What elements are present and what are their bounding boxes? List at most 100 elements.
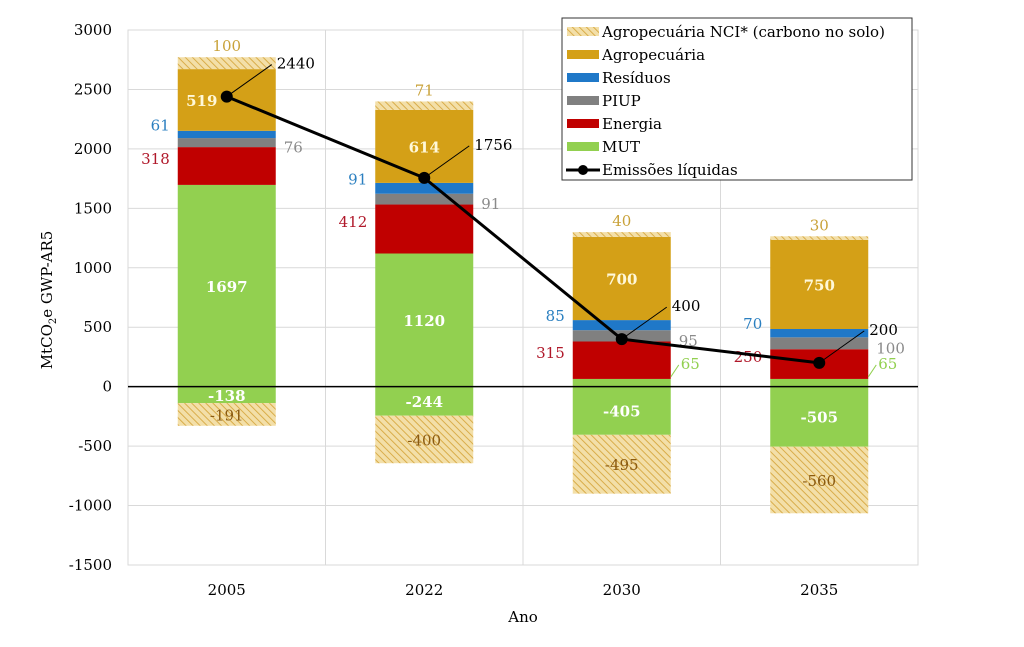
bar-segment (572, 378, 671, 387)
bar-segment-negative (177, 403, 276, 426)
data-label: 1120 (403, 312, 445, 330)
legend-marker (578, 165, 588, 175)
x-tick-label: 2030 (603, 581, 641, 599)
y-tick-label: -500 (78, 437, 112, 455)
data-label: 100 (212, 37, 241, 55)
data-label: 250 (734, 348, 763, 366)
y-tick-label: 1000 (74, 259, 112, 277)
bar-segment (770, 329, 869, 338)
legend-swatch (567, 96, 599, 105)
data-label: 65 (878, 355, 897, 373)
bar-segment (375, 253, 474, 387)
data-label-negative: -138 (208, 387, 246, 405)
data-label: 85 (546, 307, 565, 325)
leader-line (621, 306, 668, 340)
bar-segment-negative (375, 415, 474, 464)
y-axis-label-part: 2 (48, 318, 59, 324)
data-label: 91 (481, 195, 500, 213)
bar-segment (375, 204, 474, 254)
data-label: 315 (536, 344, 565, 362)
data-label: 30 (810, 216, 829, 234)
net-emissions-label: 400 (672, 297, 701, 315)
y-tick-label: 2000 (74, 140, 112, 158)
y-axis-label-part: e GWP-AR5 (38, 231, 56, 318)
bar-segment (375, 101, 474, 110)
data-label: 91 (348, 170, 367, 188)
bar-segment (375, 109, 474, 183)
bar-segment-negative (572, 434, 671, 494)
legend-label: MUT (602, 138, 640, 156)
data-label: 61 (151, 116, 170, 134)
net-emissions-label: 2440 (277, 55, 315, 73)
y-tick-label: 1500 (74, 199, 112, 217)
bar-segment-negative (572, 386, 671, 435)
data-label-negative: -560 (802, 472, 836, 490)
net-emissions-label: 200 (869, 321, 898, 339)
data-label-negative: -505 (800, 409, 838, 427)
bar-segment (572, 341, 671, 379)
y-tick-label: 0 (102, 378, 112, 396)
legend-swatch (567, 142, 599, 151)
data-label: 40 (612, 212, 631, 230)
net-emissions-line (226, 95, 820, 365)
bar-segment (770, 378, 869, 387)
bar-segment (375, 182, 474, 194)
bar-segment (177, 57, 276, 70)
bar-segment (177, 130, 276, 139)
bar-segment (770, 337, 869, 350)
legend-label: PIUP (602, 92, 641, 110)
data-label: 750 (804, 276, 835, 294)
legend-label: Emissões líquidas (602, 161, 738, 179)
x-tick-label: 2005 (208, 581, 246, 599)
data-label: 318 (141, 150, 170, 168)
legend-swatch (567, 50, 599, 59)
bar-segment (572, 320, 671, 331)
leader-line (670, 364, 680, 378)
data-label: 76 (284, 139, 303, 157)
leader-line (867, 364, 877, 378)
data-label-negative: -495 (605, 456, 639, 474)
bar-segment-negative (770, 446, 869, 514)
bar-segment (770, 239, 869, 330)
legend-label: Energia (602, 115, 662, 133)
bar-segment (177, 184, 276, 387)
y-tick-label: -1000 (69, 497, 112, 515)
data-label-negative: -244 (405, 393, 443, 411)
y-axis-label-part: MtCO (38, 324, 56, 369)
y-tick-label: 3000 (74, 21, 112, 39)
data-label: 1697 (206, 278, 248, 296)
leader-line (818, 330, 865, 364)
legend-swatch (567, 27, 599, 36)
data-label: 70 (743, 315, 762, 333)
bar-segment-negative (770, 386, 869, 447)
bar-segment (572, 232, 671, 237)
bar-segment (770, 236, 869, 240)
bar-segment (375, 193, 474, 205)
bar-segment-negative (375, 386, 474, 416)
legend-swatch (567, 119, 599, 128)
data-label: 700 (606, 270, 637, 288)
x-tick-label: 2035 (800, 581, 838, 599)
y-tick-label: 2500 (74, 80, 112, 98)
bar-segment-negative (177, 386, 276, 404)
legend-label: Agropecuária (601, 46, 705, 64)
plot-area (127, 29, 919, 566)
bar-segment (177, 138, 276, 148)
y-axis-label: MtCO2e GWP-AR5 (38, 231, 59, 370)
x-axis-label: Ano (507, 608, 538, 626)
data-label: 614 (409, 138, 440, 156)
legend (561, 17, 913, 181)
data-label: 100 (876, 339, 905, 357)
data-label: 71 (415, 81, 434, 99)
data-label-negative: -400 (407, 431, 441, 449)
data-label: 65 (681, 355, 700, 373)
x-tick-label: 2022 (405, 581, 443, 599)
legend-label: Resíduos (602, 69, 671, 87)
leader-line (226, 64, 273, 97)
data-label-negative: -191 (210, 406, 244, 424)
bar-segment (177, 147, 276, 185)
data-label: 519 (186, 92, 217, 110)
legend-swatch (567, 73, 599, 82)
data-label: 412 (339, 213, 368, 231)
bar-segment (572, 236, 671, 321)
